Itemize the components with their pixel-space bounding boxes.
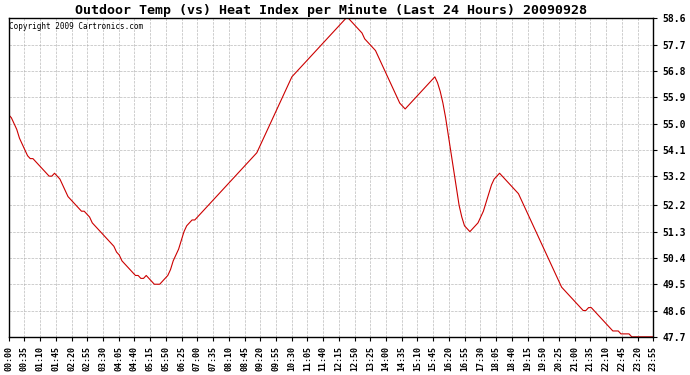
Text: Copyright 2009 Cartronics.com: Copyright 2009 Cartronics.com	[9, 22, 144, 31]
Title: Outdoor Temp (vs) Heat Index per Minute (Last 24 Hours) 20090928: Outdoor Temp (vs) Heat Index per Minute …	[75, 4, 587, 17]
